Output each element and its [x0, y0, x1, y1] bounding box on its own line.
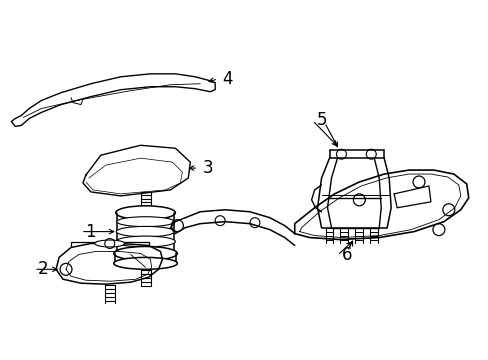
Text: 1: 1 — [85, 222, 95, 240]
Ellipse shape — [116, 206, 175, 220]
Ellipse shape — [114, 247, 177, 260]
Text: 5: 5 — [316, 112, 326, 130]
Text: 2: 2 — [38, 260, 49, 278]
Ellipse shape — [117, 217, 174, 227]
Ellipse shape — [95, 240, 124, 247]
Ellipse shape — [116, 236, 175, 247]
Text: 4: 4 — [222, 70, 232, 88]
Ellipse shape — [114, 257, 177, 269]
Ellipse shape — [116, 226, 175, 237]
Text: 6: 6 — [341, 246, 351, 264]
Text: 3: 3 — [202, 159, 212, 177]
